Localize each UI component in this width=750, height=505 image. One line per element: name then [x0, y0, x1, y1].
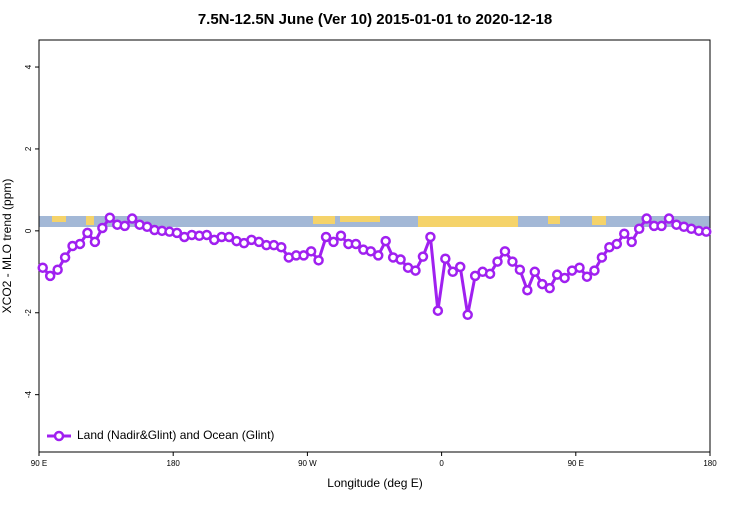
data-point: [537, 278, 548, 290]
x-tick-label: 90 E: [568, 459, 584, 468]
data-point: [313, 255, 324, 266]
data-point: [104, 212, 116, 223]
data-point: [454, 261, 466, 273]
data-point: [484, 268, 496, 280]
chart-title: 7.5N-12.5N June (Ver 10) 2015-01-01 to 2…: [198, 11, 552, 28]
data-point: [514, 264, 526, 276]
legend-marker: [53, 430, 65, 442]
data-point: [395, 254, 406, 265]
data-point: [447, 266, 459, 278]
data-point: [97, 222, 108, 234]
data-point: [59, 252, 71, 263]
y-tick-label: 2: [24, 146, 33, 151]
data-point: [619, 228, 630, 239]
data-point: [44, 270, 56, 282]
data-point: [223, 231, 235, 243]
data-point: [633, 223, 645, 235]
data-point: [544, 282, 555, 294]
data-point: [171, 227, 183, 239]
data-point: [499, 246, 511, 257]
data-point: [410, 265, 421, 276]
data-point: [641, 213, 652, 224]
y-tick-label: -2: [24, 309, 33, 317]
data-point: [350, 238, 362, 250]
data-point: [581, 271, 593, 282]
series-line: [41, 215, 707, 316]
y-tick-label: 0: [24, 228, 33, 233]
x-tick-label: 90 E: [31, 459, 47, 468]
data-point: [52, 264, 63, 276]
data-point: [611, 238, 623, 250]
data-point: [37, 262, 48, 273]
data-point: [201, 229, 212, 241]
data-point: [462, 309, 473, 321]
x-tick-label: 180: [703, 459, 717, 468]
data-point: [119, 220, 130, 232]
data-point: [305, 246, 317, 257]
x-axis-label: Longitude (deg E): [327, 476, 422, 490]
data-point: [328, 236, 339, 248]
y-tick-label: 4: [24, 64, 33, 69]
y-tick-label: -4: [24, 391, 33, 399]
legend-label: Land (Nadir&Glint) and Ocean (Glint): [77, 428, 274, 442]
data-point: [663, 213, 675, 224]
data-point: [335, 230, 347, 242]
map-strip: [39, 216, 710, 227]
x-tick-label: 180: [167, 459, 181, 468]
data-point: [320, 231, 332, 243]
data-point: [126, 213, 138, 224]
data-point: [574, 262, 585, 273]
data-point: [89, 236, 101, 248]
data-point: [522, 284, 533, 296]
data-point: [529, 266, 541, 278]
data-point: [298, 250, 309, 261]
data-point: [82, 227, 93, 239]
data-point: [440, 253, 451, 264]
x-tick-label: 0: [439, 459, 444, 468]
data-point: [372, 250, 384, 261]
data-point: [74, 238, 86, 250]
data-point: [626, 236, 637, 248]
data-point: [492, 256, 503, 267]
y-axis-label: XCO2 - MLO trend (ppm): [0, 179, 14, 314]
data-point: [380, 235, 391, 247]
data-point: [432, 305, 444, 316]
data-point: [417, 251, 429, 262]
data-point: [276, 241, 287, 253]
data-point: [469, 270, 481, 282]
data-point: [365, 246, 377, 257]
data-point: [656, 220, 667, 232]
x-tick-label: 90 W: [298, 459, 317, 468]
data-point: [589, 265, 600, 276]
data-point: [596, 252, 608, 263]
data-point: [507, 256, 518, 267]
data-point: [701, 226, 712, 237]
data-point: [425, 231, 436, 243]
data-point: [559, 272, 570, 284]
plot-frame: [38, 39, 711, 453]
